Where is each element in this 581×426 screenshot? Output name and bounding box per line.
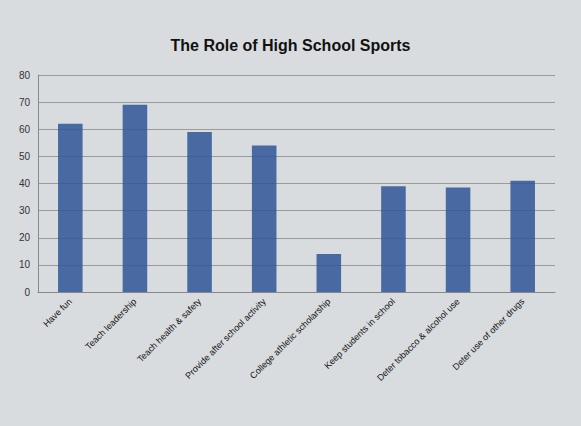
- svg-text:30: 30: [19, 205, 31, 216]
- svg-text:The Role of High School Sports: The Role of High School Sports: [171, 37, 411, 54]
- svg-text:Keep students in school: Keep students in school: [322, 296, 397, 371]
- svg-text:Have fun: Have fun: [41, 296, 74, 329]
- svg-text:20: 20: [19, 232, 31, 243]
- svg-text:70: 70: [19, 97, 31, 108]
- svg-text:80: 80: [19, 70, 31, 81]
- svg-text:40: 40: [19, 178, 31, 189]
- svg-text:Deter use of other drugs: Deter use of other drugs: [451, 296, 527, 372]
- svg-text:Deter tobacco & alcohol use: Deter tobacco & alcohol use: [375, 296, 462, 383]
- svg-text:60: 60: [19, 124, 31, 135]
- svg-text:College athletic scholarship: College athletic scholarship: [248, 296, 332, 380]
- svg-text:Teach health & safety: Teach health & safety: [135, 296, 203, 364]
- svg-text:10: 10: [19, 259, 31, 270]
- svg-text:0: 0: [24, 287, 30, 298]
- svg-text:Provide after school activity: Provide after school activity: [183, 296, 268, 381]
- svg-text:Teach leadership: Teach leadership: [83, 296, 138, 351]
- svg-text:50: 50: [19, 151, 31, 162]
